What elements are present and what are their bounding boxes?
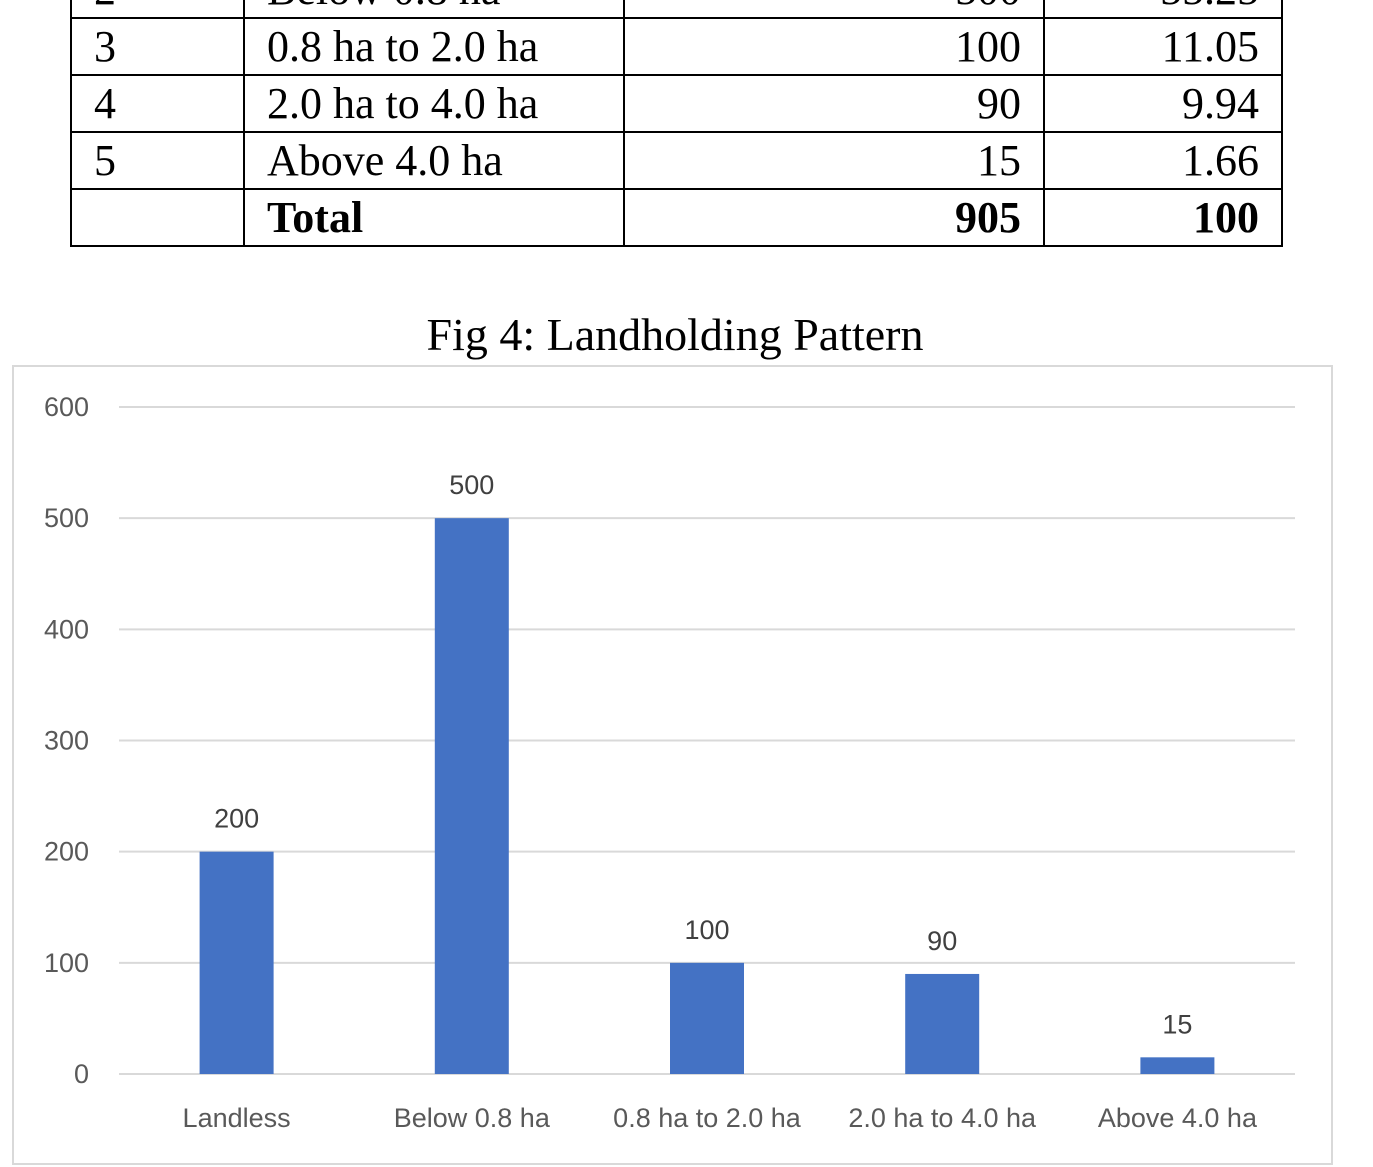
data-label: 500: [449, 470, 494, 500]
row-sn: 5: [70, 131, 245, 190]
row-count: 500: [623, 0, 1045, 19]
table-row: 3 0.8 ha to 2.0 ha 100 11.05: [70, 17, 1283, 76]
table-row: 4 2.0 ha to 4.0 ha 90 9.94: [70, 74, 1283, 133]
row-sn: 4: [70, 74, 245, 133]
table-row: 2 Below 0.8 ha 500 55.25: [70, 0, 1283, 19]
y-tick-label: 0: [74, 1059, 89, 1089]
y-tick-label: 100: [44, 948, 89, 978]
row-category: 0.8 ha to 2.0 ha: [243, 17, 625, 76]
row-category: Below 0.8 ha: [243, 0, 625, 19]
data-label: 90: [927, 926, 957, 956]
figure-caption: Fig 4: Landholding Pattern: [426, 309, 924, 360]
row-percent: 11.05: [1043, 17, 1283, 76]
table-row: 5 Above 4.0 ha 15 1.66: [70, 131, 1283, 190]
x-tick-label: Above 4.0 ha: [1098, 1103, 1258, 1133]
x-tick-label: Below 0.8 ha: [394, 1103, 551, 1133]
y-tick-label: 600: [44, 392, 89, 422]
bar: [670, 962, 744, 1074]
bar: [1140, 1057, 1215, 1074]
y-tick-label: 400: [44, 614, 89, 644]
data-label: 200: [214, 804, 259, 834]
total-sn: [70, 188, 245, 247]
total-count: 905: [623, 188, 1045, 247]
y-tick-label: 500: [44, 503, 89, 533]
landholding-table: 2 Below 0.8 ha 500 55.25 3 0.8 ha to 2.0…: [70, 0, 1283, 247]
bar: [905, 973, 980, 1074]
x-tick-label: 0.8 ha to 2.0 ha: [613, 1103, 802, 1133]
y-tick-label: 200: [44, 837, 89, 867]
table-body: 2 Below 0.8 ha 500 55.25 3 0.8 ha to 2.0…: [70, 0, 1283, 247]
chart-area: 0 100 200 300 400 500 600 200 Landless 500 Below 0…: [12, 365, 1333, 1165]
data-label: 15: [1162, 1009, 1192, 1039]
bar: [199, 851, 274, 1074]
data-label: 100: [684, 915, 729, 945]
row-count: 90: [623, 74, 1045, 133]
total-percent: 100: [1043, 188, 1283, 247]
row-count: 100: [623, 17, 1045, 76]
table-total-row: Total 905 100: [70, 188, 1283, 247]
row-category: Above 4.0 ha: [243, 131, 625, 190]
row-count: 15: [623, 131, 1045, 190]
x-tick-label: 2.0 ha to 4.0 ha: [848, 1103, 1037, 1133]
row-percent: 1.66: [1043, 131, 1283, 190]
row-sn: 3: [70, 17, 245, 76]
landholding-table-wrap: 2 Below 0.8 ha 500 55.25 3 0.8 ha to 2.0…: [70, 0, 1283, 247]
x-tick-label: Landless: [183, 1103, 291, 1133]
total-label: Total: [243, 188, 625, 247]
bar-chart: 0 100 200 300 400 500 600 200 Landless 500 Below 0…: [44, 392, 1295, 1133]
row-percent: 55.25: [1043, 0, 1283, 19]
row-percent: 9.94: [1043, 74, 1283, 133]
bar: [434, 518, 509, 1074]
row-category: 2.0 ha to 4.0 ha: [243, 74, 625, 133]
y-tick-label: 300: [44, 726, 89, 756]
row-sn: 2: [70, 0, 245, 19]
